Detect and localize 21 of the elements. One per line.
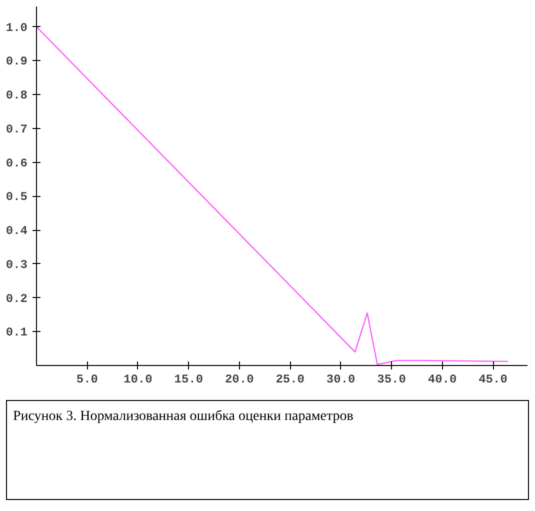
y-tick-label: 0.8 <box>6 88 28 103</box>
x-tick-label: 35.0 <box>377 372 406 386</box>
x-tick-label: 40.0 <box>428 372 457 386</box>
y-tick-label: 0.6 <box>6 156 28 170</box>
x-tick-label: 5.0 <box>76 372 98 386</box>
x-tick-label: 30.0 <box>326 372 356 386</box>
x-tick-label: 20.0 <box>224 372 254 386</box>
x-tick-label: 15.0 <box>174 372 204 386</box>
y-tick-label: 0.7 <box>6 122 28 136</box>
y-tick-label: 0.1 <box>6 326 28 340</box>
y-tick-label: 0.4 <box>6 224 28 238</box>
x-tick-label: 45.0 <box>478 372 508 386</box>
y-tick-label: 1.0 <box>6 20 28 35</box>
y-tick-label: 0.9 <box>6 54 28 69</box>
x-tick-label: 25.0 <box>276 372 305 386</box>
x-tick-label: 10.0 <box>124 372 152 386</box>
y-tick-label: 0.3 <box>6 258 28 272</box>
text: Рисунок 3. Нормализованная ошибка оценки параметров <box>13 408 354 426</box>
line-series <box>36 26 509 366</box>
y-tick-label: 0.5 <box>6 190 28 204</box>
y-tick-label: 0.2 <box>6 292 28 306</box>
